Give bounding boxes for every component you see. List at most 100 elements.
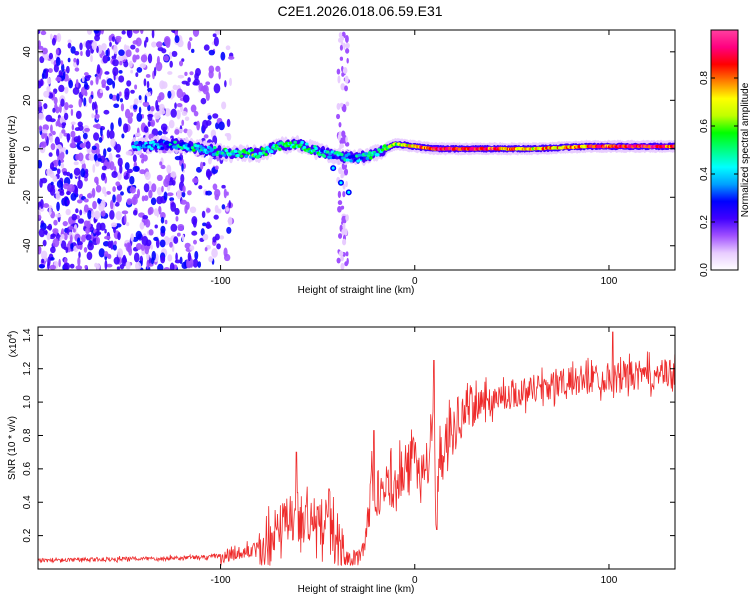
noise-blob: [101, 43, 107, 51]
x-tick-label: 100: [601, 575, 618, 586]
chart-title: C2E1.2026.018.06.59.E31: [277, 3, 442, 19]
ridge-edge: [217, 145, 222, 152]
noise-blob: [91, 210, 95, 219]
snr-y-label: SNR (10 * v/v): [7, 416, 18, 480]
noise-blob: [148, 206, 154, 215]
noise-blob: [94, 210, 101, 220]
colorbar-tick-label: 0.2: [699, 215, 710, 229]
noise-blob: [125, 242, 132, 252]
noise-blob: [124, 108, 131, 119]
noise-blob: [225, 207, 230, 212]
noise-blob: [176, 102, 183, 108]
spectrogram-frame: [37, 29, 676, 271]
noise-blob: [114, 201, 120, 207]
ridge-core: [231, 152, 236, 156]
ridge-core: [278, 147, 282, 151]
ridge-core: [150, 147, 154, 151]
ridge-core: [261, 151, 266, 155]
band-blob: [340, 173, 344, 179]
noise-blob: [157, 130, 163, 136]
band-blob: [338, 233, 343, 239]
noise-blob: [118, 70, 123, 74]
noise-blob: [84, 72, 89, 76]
noise-blob: [67, 39, 72, 44]
ridge-core: [160, 146, 165, 150]
noise-blob: [160, 216, 165, 224]
noise-blob: [146, 260, 150, 270]
ridge-core: [317, 153, 322, 157]
noise-blob: [56, 148, 60, 157]
noise-blob: [111, 170, 118, 178]
noise-blob: [79, 42, 83, 51]
noise-blob: [221, 101, 227, 110]
ridge-core: [210, 148, 215, 152]
noise-blob: [110, 222, 118, 228]
colorbar-tick-label: 0.8: [699, 71, 710, 85]
noise-blob: [77, 218, 85, 224]
noise-blob: [113, 240, 117, 246]
noise-blob: [130, 44, 136, 50]
noise-blob: [94, 176, 99, 184]
noise-blob: [213, 214, 219, 220]
noise-blob: [158, 92, 165, 101]
noise-blob: [66, 133, 70, 143]
noise-blob: [189, 245, 195, 251]
noise-blob: [48, 52, 54, 60]
noise-blob: [79, 142, 87, 149]
noise-blob: [181, 191, 186, 198]
noise-blob: [158, 109, 166, 115]
band-blob: [342, 104, 347, 113]
noise-blob: [106, 263, 113, 268]
noise-blob: [109, 93, 113, 100]
noise-blob: [154, 224, 158, 229]
noise-blob: [40, 30, 47, 36]
branch-core: [347, 190, 351, 194]
noise-blob: [194, 72, 199, 81]
noise-blob: [50, 124, 53, 134]
noise-blob: [109, 161, 115, 171]
snr-frame: [37, 326, 676, 570]
noise-blob: [172, 84, 178, 91]
noise-blob: [39, 199, 44, 209]
noise-blob: [115, 154, 121, 158]
noise-blob: [38, 112, 45, 121]
snr-x-ticks: -100 0 100: [211, 327, 618, 586]
noise-blob: [176, 189, 182, 200]
noise-blob: [147, 53, 153, 64]
noise-blob: [112, 80, 116, 89]
noise-blob: [119, 98, 124, 103]
noise-blob: [86, 220, 91, 229]
noise-blob: [163, 178, 170, 188]
noise-blob: [107, 240, 112, 249]
noise-blob: [144, 171, 151, 181]
noise-blob: [95, 236, 101, 245]
noise-blob: [197, 261, 202, 268]
noise-blob: [50, 233, 57, 238]
noise-blob: [134, 84, 138, 90]
noise-blob: [61, 63, 65, 73]
noise-blob: [92, 200, 97, 210]
noise-blob: [78, 98, 82, 108]
noise-blob: [43, 90, 50, 98]
noise-blob: [200, 85, 208, 92]
noise-blob: [56, 180, 63, 188]
noise-blob: [94, 160, 100, 167]
ridge-core: [158, 139, 162, 144]
noise-blob: [70, 46, 76, 54]
noise-blob: [150, 197, 157, 206]
noise-blob: [112, 194, 116, 203]
noise-blob: [86, 30, 93, 35]
ridge-core: [364, 152, 369, 156]
spectrogram-x-ticks: -100 0 100: [211, 30, 618, 287]
noise-blob: [160, 164, 166, 170]
ridge-core: [180, 146, 184, 150]
snr-series-line: [38, 331, 675, 567]
ridge-core: [349, 159, 353, 163]
band-blob: [344, 228, 348, 236]
noise-blob: [63, 232, 68, 241]
ridge-core: [181, 141, 186, 145]
noise-blob: [132, 154, 137, 163]
noise-blob: [82, 132, 88, 140]
noise-blob: [169, 197, 175, 202]
noise-blob: [147, 181, 152, 186]
